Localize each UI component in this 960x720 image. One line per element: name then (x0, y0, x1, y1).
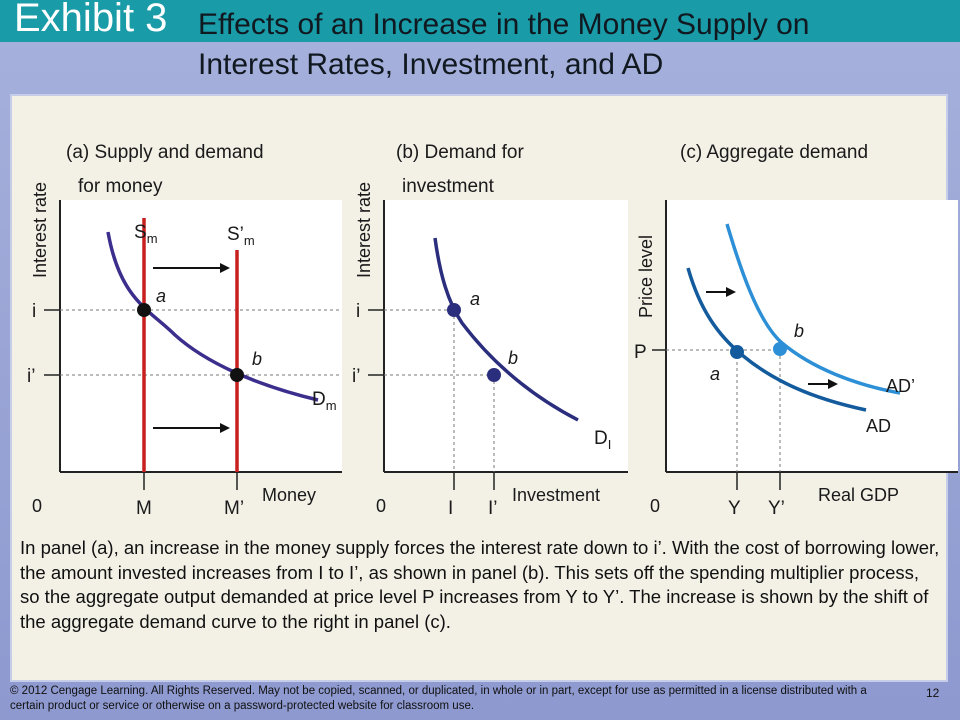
panel-b-label-i-prime: i’ (352, 366, 360, 387)
panel-b-title-2: investment (402, 176, 495, 197)
panel-b-label-I-prime: I’ (488, 498, 498, 519)
panel-c-plot-area (666, 200, 958, 472)
panel-b-point-a-marker (447, 303, 461, 317)
panel-c-point-b-marker (773, 342, 787, 356)
panel-b-title-1: (b) Demand for (396, 142, 524, 163)
panel-a-point-a-marker (137, 303, 151, 317)
money-demand-subscript: m (326, 398, 337, 413)
panel-a-y-axis-label: Interest rate (30, 182, 50, 278)
copyright-footer: © 2012 Cengage Learning. All Rights Rese… (10, 685, 867, 712)
panel-b-y-axis-label: Interest rate (354, 182, 374, 278)
panel-b-point-b-label: b (508, 348, 518, 368)
panel-b-x-axis-label: Investment (512, 485, 600, 505)
panel-c-label-Y-prime: Y’ (768, 498, 785, 519)
panel-b-label-I: I (448, 498, 453, 519)
supply-letter: S (134, 222, 147, 243)
panel-a-point-b-label: b (252, 349, 262, 369)
panel-a-title-2: for money (78, 176, 163, 197)
supply-shifted-label: S’m (227, 224, 255, 248)
panel-c-title: (c) Aggregate demand (680, 142, 868, 163)
title-bar (0, 0, 960, 42)
supply-label: Sm (134, 222, 158, 246)
panel-a-title-1: (a) Supply and demand (66, 142, 264, 163)
money-demand-curve (106, 231, 319, 402)
panel-c-point-a-marker (730, 345, 744, 359)
panel-c-origin: 0 (650, 496, 660, 516)
supply-subscript: m (147, 231, 158, 246)
panel-a-x-axis-label: Money (262, 485, 316, 505)
panel-a-label-i: i (32, 301, 36, 322)
ad-prime-label: AD’ (886, 376, 915, 396)
panel-a-label-i-prime: i’ (27, 366, 35, 387)
panel-c-y-axis-label: Price level (636, 235, 656, 318)
supply-shifted-subscript: m (244, 233, 255, 248)
exhibit-label: Exhibit 3 (14, 0, 168, 40)
investment-demand-subscript: I (608, 437, 612, 452)
panel-c-label-Y: Y (728, 498, 741, 519)
panel-c-point-a-label: a (710, 364, 720, 384)
panel-c-x-axis-label: Real GDP (818, 485, 899, 505)
ad-label: AD (866, 416, 891, 436)
panel-a-plot-area (60, 200, 342, 472)
panel-a-point-b-marker (230, 368, 244, 382)
panel-b-origin: 0 (376, 496, 386, 516)
panel-b-point-b-marker (487, 368, 501, 382)
panel-a-label-M-prime: M’ (224, 498, 244, 519)
investment-demand-label: DI (594, 428, 611, 452)
page-number: 12 (926, 686, 940, 700)
panel-b-plot-area (384, 200, 628, 472)
panel-a-point-a-label: a (156, 286, 166, 306)
panel-b: (b) Demand for investment Interest rate … (352, 142, 628, 519)
panel-c-point-b-label: b (794, 321, 804, 341)
panel-b-point-a-label: a (470, 289, 480, 309)
panel-c-label-P: P (634, 342, 647, 363)
money-demand-label: Dm (312, 389, 337, 413)
slide-title-line-2: Interest Rates, Investment, and AD (198, 48, 664, 81)
money-demand-letter: D (312, 389, 326, 410)
panel-a: (a) Supply and demand for money Interest… (27, 142, 342, 519)
slide-title-line-1: Effects of an Increase in the Money Supp… (198, 8, 810, 41)
panel-a-label-M: M (136, 498, 152, 519)
panel-c: (c) Aggregate demand Price level Real GD… (634, 142, 958, 519)
supply-shifted-letter: S’ (227, 224, 244, 245)
panel-a-origin: 0 (32, 496, 42, 516)
investment-demand-letter: D (594, 428, 608, 449)
panel-b-label-i: i (356, 301, 360, 322)
caption-text: In panel (a), an increase in the money s… (20, 537, 940, 632)
investment-demand-curve (433, 237, 579, 422)
